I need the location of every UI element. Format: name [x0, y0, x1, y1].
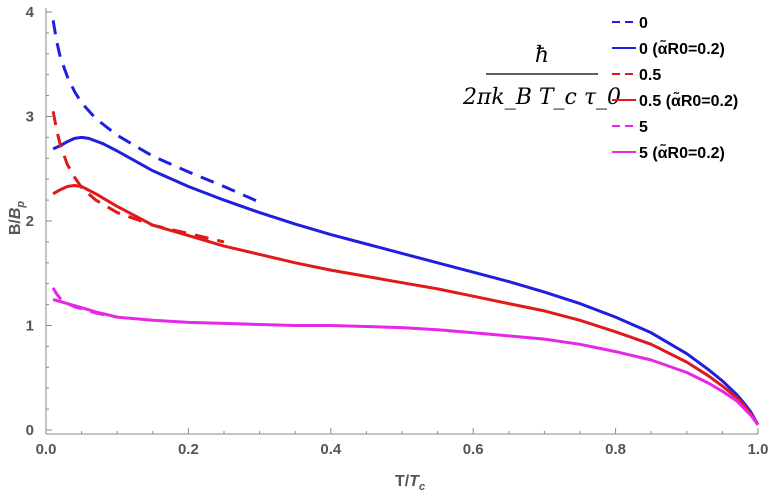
x-tick-label: 1.0	[748, 441, 769, 458]
x-tick-label: 0.6	[463, 441, 484, 458]
axes: 0.0 0.2 0.4 0.6 0.8 1.0 0 1 2 3 4	[26, 4, 769, 458]
x-axis-title: T/Tc	[395, 473, 425, 493]
x-tick-label: 0.0	[36, 441, 57, 458]
series-line-2	[51, 111, 225, 244]
y-tick-label: 2	[26, 213, 34, 230]
legend-label-3: 0.5 (α̃R0=0.2)	[639, 90, 738, 110]
legend-label-4: 5	[639, 119, 648, 136]
series-group	[51, 20, 760, 426]
legend: 0 0 (α̃R0=0.2) 0.5 0.5 (α̃R0=0.2) 5 5 (α̃R0=0…	[612, 15, 738, 162]
x-tick-label: 0.8	[605, 441, 626, 458]
series-line-1	[52, 135, 760, 426]
legend-label-0: 0	[639, 15, 648, 32]
legend-title-denominator: 2πk_B T_c τ_0	[462, 85, 621, 110]
y-tick-label: 4	[26, 4, 35, 21]
y-tick-label: 1	[26, 318, 34, 335]
legend-title: ħ 2πk_B T_c τ_0	[462, 43, 621, 110]
y-axis-title: B/Bp	[7, 201, 27, 236]
legend-title-numerator: ħ	[535, 43, 549, 68]
series-line-5	[52, 297, 760, 426]
y-ticks: 0 1 2 3 4	[26, 4, 52, 439]
y-tick-label: 3	[26, 109, 34, 126]
x-ticks: 0.0 0.2 0.4 0.6 0.8 1.0	[36, 428, 769, 458]
legend-label-5: 5 (α̃R0=0.2)	[639, 142, 725, 162]
x-tick-label: 0.4	[320, 441, 342, 458]
legend-label-1: 0 (α̃R0=0.2)	[639, 38, 725, 58]
series-line-3	[52, 184, 760, 426]
x-tick-label: 0.2	[178, 441, 199, 458]
series-line-0	[51, 20, 261, 204]
legend-label-2: 0.5	[639, 67, 661, 84]
y-tick-label: 0	[26, 422, 34, 439]
